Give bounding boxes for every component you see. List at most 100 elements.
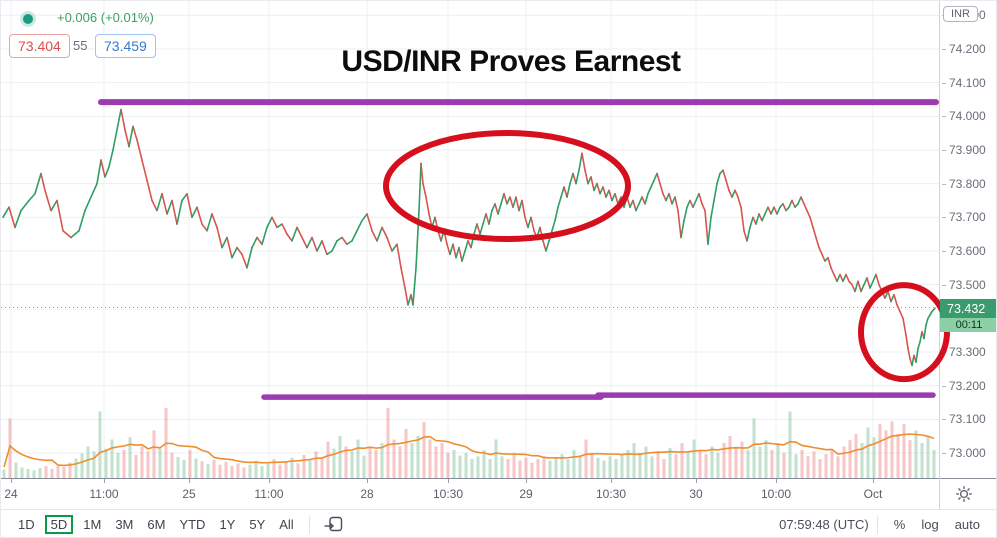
range-1y-button[interactable]: 1Y [219,517,236,532]
price-line [758,213,763,222]
price-line [542,240,547,252]
range-all-button[interactable]: All [279,517,294,532]
price-chart-canvas[interactable] [1,1,950,478]
price-line [809,216,814,229]
time-tick-mark [448,479,449,483]
bar-countdown: 00:11 [940,317,996,332]
price-line [503,192,508,205]
price-line [578,152,583,171]
price-line [171,199,178,225]
price-line [181,192,188,202]
range-5d-button-highlighted[interactable]: 5D [44,515,74,534]
time-axis[interactable]: 24 11:00 25 11:00 28 10:30 29 10:30 30 10:00 Oct [1,479,939,509]
price-axis-label: 73.800 [942,176,986,191]
price-line [731,189,736,198]
volume-bar [44,466,48,478]
range-3m-button[interactable]: 3M [115,517,134,532]
time-axis-label: 25 [182,487,196,501]
price-line [749,216,754,229]
volume-bar [320,457,324,478]
range-6m-button[interactable]: 6M [147,517,166,532]
volume-bar [566,459,570,478]
price-line [755,213,760,225]
price-line [391,243,398,252]
price-line [860,283,865,293]
price-line [839,273,844,283]
price-line [836,273,841,283]
volume-bar [236,463,240,478]
price-line [449,243,454,256]
volume-bar [710,446,714,478]
buy-ask-button[interactable]: 73.459 [95,34,156,58]
session-clock[interactable]: 07:59:48 (UTC) [779,517,869,532]
volume-bar [182,459,186,478]
volume-bar [536,459,540,478]
price-line [875,273,880,286]
price-line [905,334,909,350]
sell-bid-button[interactable]: 73.404 [9,34,70,58]
percent-scale-button[interactable]: % [893,517,906,532]
volume-ma-line [3,433,935,468]
volume-bar [344,446,348,478]
price-axis[interactable]: INR 74.30074.20074.10074.00073.90073.800… [939,1,996,478]
volume-bar [68,462,72,478]
time-axis-label: 24 [4,487,18,501]
time-axis-label: 28 [360,487,374,501]
time-axis-label: 30 [689,487,703,501]
volume-bar [686,451,690,478]
price-line [196,206,203,225]
volume-bar [608,456,612,478]
auto-scale-button[interactable]: auto [954,517,980,532]
price-line [296,226,303,239]
volume-bar [80,453,84,478]
price-line [316,240,323,252]
volume-bar [866,427,870,478]
price-line [554,206,559,222]
range-1d-button[interactable]: 1D [18,517,35,532]
volume-bar [290,457,294,478]
volume-bar [890,421,894,478]
range-5y-button[interactable]: 5Y [249,517,266,532]
price-line [211,213,218,229]
price-line [291,226,298,242]
price-line [128,125,134,148]
range-1m-button[interactable]: 1M [83,517,102,532]
price-axis-label: 73.600 [942,243,986,258]
price-line [166,199,173,215]
price-line [698,192,703,205]
price-line [557,196,562,209]
volume-bar [770,450,774,478]
price-line [907,347,911,360]
price-line [40,172,46,192]
price-line [221,236,228,249]
price-line [497,203,502,215]
price-axis-label: 74.100 [942,75,986,90]
volume-bar [386,408,390,478]
time-tick-mark [104,479,105,483]
price-line [156,192,163,212]
price-line [336,236,343,242]
range-ytd-button[interactable]: YTD [179,517,206,532]
price-line [692,199,697,209]
volume-bar [302,454,306,478]
price-line [635,203,640,212]
last-price-value: 73.432 [940,298,996,318]
price-line [572,172,577,185]
volume-bar [872,437,876,478]
volume-bar [842,446,846,478]
volume-bar [896,433,900,478]
price-line [512,196,517,209]
price-axis-label: 73.500 [942,277,986,292]
volume-bar [14,462,18,478]
price-line [743,229,748,242]
volume-bar [152,430,156,478]
gear-icon[interactable] [953,483,975,505]
log-scale-button[interactable]: log [921,517,939,532]
go-to-date-icon[interactable] [324,516,343,533]
price-line [725,179,730,192]
price-line [422,182,427,198]
volume-bar [902,424,906,478]
price-line [14,209,22,229]
volume-bar [350,451,354,478]
